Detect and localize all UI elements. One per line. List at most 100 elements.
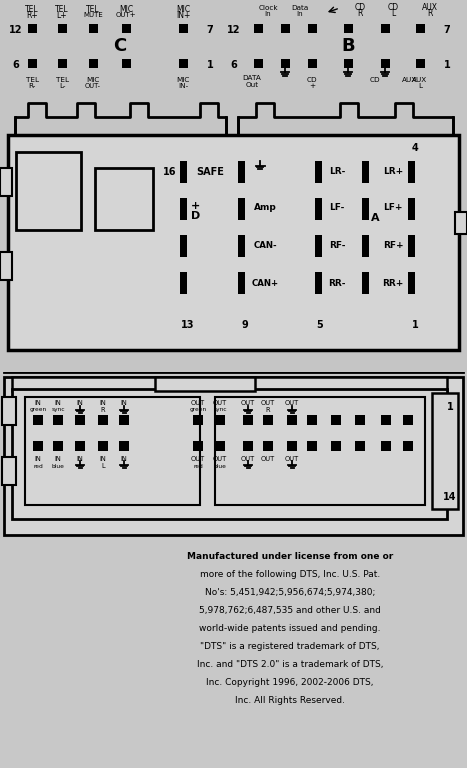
Bar [355,441,365,451]
Text: LR-: LR- [329,167,345,177]
Text: world-wide patents issued and pending.: world-wide patents issued and pending. [199,624,381,633]
Bar [193,415,203,425]
Text: 5,978,762;6,487,535 and other U.S. and: 5,978,762;6,487,535 and other U.S. and [199,606,381,615]
Bar [4,4,463,372]
Text: C: C [113,37,127,55]
Bar [408,161,415,183]
Text: IN: IN [35,456,42,462]
Bar [416,59,425,68]
Bar [254,24,263,33]
Bar [0,168,12,196]
Text: Amp: Amp [254,203,276,211]
Text: Manufactured under license from one or: Manufactured under license from one or [187,552,393,561]
Bar [215,415,225,425]
Bar [180,272,187,294]
Text: OUT-: OUT- [85,83,101,89]
Bar [122,59,131,68]
Bar [403,415,413,425]
Bar [381,24,390,33]
Text: CD: CD [388,4,398,12]
Bar [362,272,369,294]
Bar [403,441,413,451]
Bar [0,0,467,372]
Text: green: green [29,408,47,412]
Bar [287,415,297,425]
Text: 5: 5 [317,320,323,330]
Bar [95,168,153,230]
Text: TEL: TEL [55,5,69,14]
Text: RR+: RR+ [382,279,403,287]
Bar [58,59,67,68]
Bar [238,198,245,220]
Text: OUT: OUT [213,456,227,462]
Text: +: + [309,83,315,89]
Bar [53,441,63,451]
Text: R: R [101,407,106,413]
Bar [243,441,253,451]
Bar [308,59,317,68]
Bar [243,415,253,425]
Text: D: D [191,211,201,221]
Bar [98,415,108,425]
Text: OUT+: OUT+ [116,12,136,18]
Text: 1: 1 [206,60,213,70]
Text: DATA: DATA [242,75,262,81]
Bar [381,415,391,425]
Text: IN: IN [55,400,61,406]
Text: sync: sync [213,408,227,412]
Bar [344,24,353,33]
Text: IN-: IN- [178,83,188,89]
Text: CAN-: CAN- [253,241,277,250]
Text: RF-: RF- [329,241,345,250]
Bar [179,24,188,33]
Bar [122,24,131,33]
Text: OUT: OUT [213,400,227,406]
Text: A: A [371,213,379,223]
Bar [254,59,263,68]
Text: R: R [427,9,433,18]
Text: 16: 16 [163,167,177,177]
Text: B: B [341,37,355,55]
Text: L+: L+ [57,11,67,19]
Bar [12,389,447,519]
Bar [416,24,425,33]
Text: IN: IN [55,456,61,462]
Bar [263,415,273,425]
Bar [307,441,317,451]
Text: CD: CD [354,4,366,12]
Bar [25,397,200,505]
Bar [287,441,297,451]
Text: AUX: AUX [422,4,438,12]
Text: OUT: OUT [191,400,205,406]
Bar [408,235,415,257]
Bar [2,397,16,425]
Text: Inc. All Rights Reserved.: Inc. All Rights Reserved. [235,696,345,705]
Bar [263,441,273,451]
Text: R: R [266,407,270,413]
Text: In: In [265,11,271,17]
Text: AUX: AUX [412,77,428,83]
Text: R-: R- [28,83,35,89]
Text: "DTS" is a registered trademark of DTS,: "DTS" is a registered trademark of DTS, [200,642,380,651]
Text: red: red [193,464,203,468]
Bar [331,441,341,451]
Text: In: In [297,11,303,17]
Text: RF+: RF+ [382,241,403,250]
Text: blue: blue [51,464,64,468]
Text: Inc. and "DTS 2.0" is a trademark of DTS,: Inc. and "DTS 2.0" is a trademark of DTS… [197,660,383,669]
Text: MIC: MIC [176,5,190,14]
Bar [4,377,463,535]
Bar [432,393,458,509]
Text: 14: 14 [443,492,457,502]
Bar [0,375,467,538]
Bar [215,441,225,451]
Bar [89,59,98,68]
Bar [119,441,129,451]
Bar [8,135,459,350]
Text: R: R [357,9,363,18]
Bar [119,415,129,425]
Text: OUT: OUT [261,456,275,462]
Text: 6: 6 [13,60,19,70]
Text: Inc. Copyright 1996, 2002-2006 DTS,: Inc. Copyright 1996, 2002-2006 DTS, [206,678,374,687]
Bar [307,415,317,425]
